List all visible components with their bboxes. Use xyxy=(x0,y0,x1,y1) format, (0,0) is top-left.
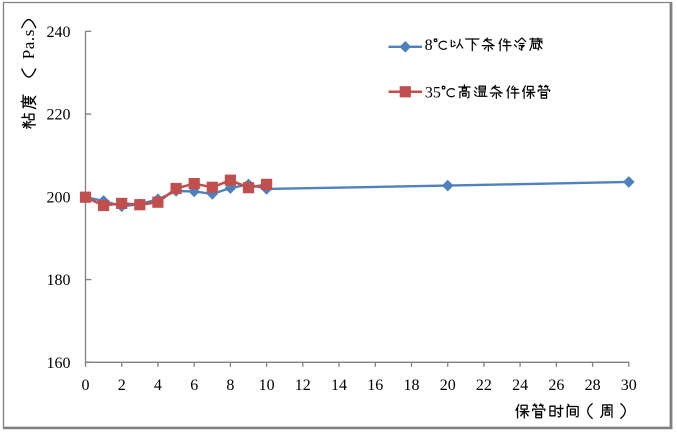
svg-text:2: 2 xyxy=(118,377,126,394)
svg-text:4: 4 xyxy=(154,377,162,394)
svg-text:22: 22 xyxy=(476,377,492,394)
svg-text:Pa.s: Pa.s xyxy=(19,29,38,59)
svg-text:28: 28 xyxy=(585,377,601,394)
svg-text:220: 220 xyxy=(47,107,71,124)
svg-text:8: 8 xyxy=(226,377,234,394)
svg-text:10: 10 xyxy=(259,377,275,394)
svg-text:30: 30 xyxy=(621,377,637,394)
svg-text:180: 180 xyxy=(47,272,71,289)
svg-text:14: 14 xyxy=(331,377,347,394)
svg-text:6: 6 xyxy=(190,377,198,394)
svg-text:26: 26 xyxy=(548,377,564,394)
svg-text:200: 200 xyxy=(47,189,71,206)
svg-text:160: 160 xyxy=(47,355,71,372)
svg-text:20: 20 xyxy=(440,377,456,394)
svg-text:24: 24 xyxy=(512,377,528,394)
svg-text:35: 35 xyxy=(425,84,441,101)
svg-text:16: 16 xyxy=(367,377,383,394)
svg-text:0: 0 xyxy=(82,377,90,394)
svg-text:240: 240 xyxy=(47,24,71,41)
svg-text:8: 8 xyxy=(425,37,433,54)
svg-text:18: 18 xyxy=(404,377,420,394)
svg-text:12: 12 xyxy=(295,377,311,394)
